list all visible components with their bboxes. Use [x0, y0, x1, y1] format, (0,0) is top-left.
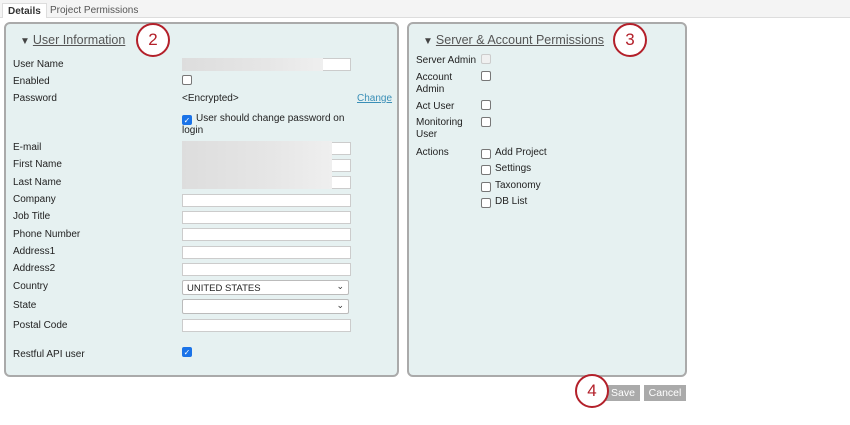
restful-api-label: Restful API user — [13, 349, 85, 360]
monitoring-user-label: Monitoring User — [416, 117, 463, 140]
company-input[interactable] — [182, 194, 351, 207]
change-password-link[interactable]: Change — [357, 93, 393, 104]
collapse-triangle-icon: ▼ — [20, 36, 30, 47]
section-title: Server & Account Permissions — [435, 33, 605, 47]
enabled-checkbox[interactable] — [182, 75, 192, 85]
db-list-checkbox[interactable] — [481, 198, 491, 208]
account-admin-label: Account Admin — [416, 72, 453, 95]
tab-details[interactable]: Details — [2, 3, 47, 18]
address2-label: Address2 — [13, 263, 56, 274]
address1-label: Address1 — [13, 246, 56, 257]
db-list-label: DB List — [495, 196, 528, 207]
monitoring-user-checkbox[interactable] — [481, 117, 491, 127]
settings-label: Settings — [495, 163, 532, 174]
add-project-checkbox[interactable] — [481, 149, 491, 159]
enabled-label: Enabled — [13, 76, 50, 87]
job-title-label: Job Title — [13, 211, 51, 222]
country-label: Country — [13, 281, 49, 292]
settings-checkbox[interactable] — [481, 165, 491, 175]
actions-label: Actions — [416, 147, 449, 158]
callout-badge-2: 2 — [136, 23, 170, 57]
postal-code-label: Postal Code — [13, 320, 68, 331]
chevron-down-icon: ⌄ — [336, 300, 344, 310]
act-user-label: Act User — [416, 101, 455, 112]
server-admin-checkbox[interactable] — [481, 54, 491, 64]
phone-label: Phone Number — [13, 229, 81, 240]
act-user-checkbox[interactable] — [481, 100, 491, 110]
password-value: <Encrypted> — [182, 93, 239, 104]
last-name-label: Last Name — [13, 177, 62, 188]
email-label: E-mail — [13, 142, 42, 153]
company-label: Company — [13, 194, 56, 205]
state-select[interactable]: ⌄ — [182, 299, 349, 314]
address1-input[interactable] — [182, 246, 351, 259]
add-project-label: Add Project — [495, 147, 547, 158]
permissions-toggle[interactable]: ▼ Server & Account Permissions — [423, 33, 604, 47]
tab-bar: Details Project Permissions — [0, 0, 850, 18]
country-value: UNITED STATES — [187, 283, 261, 294]
section-title: User Information — [32, 33, 126, 47]
callout-badge-3: 3 — [613, 23, 647, 57]
collapse-triangle-icon: ▼ — [423, 36, 433, 47]
redacted-personal-info — [182, 141, 332, 189]
taxonomy-checkbox[interactable] — [481, 182, 491, 192]
state-label: State — [13, 300, 37, 311]
callout-badge-4: 4 — [575, 374, 609, 408]
check-icon: ✓ — [183, 116, 191, 125]
save-button[interactable]: Save — [606, 385, 640, 401]
chevron-down-icon: ⌄ — [336, 281, 344, 291]
server-admin-label: Server Admin — [416, 55, 477, 66]
first-name-label: First Name — [13, 159, 62, 170]
phone-input[interactable] — [182, 228, 351, 241]
user-information-toggle[interactable]: ▼ User Information — [20, 33, 125, 47]
taxonomy-label: Taxonomy — [495, 180, 541, 191]
account-admin-checkbox[interactable] — [481, 71, 491, 81]
user-name-label: User Name — [13, 59, 64, 70]
permissions-panel — [407, 22, 687, 377]
cancel-button[interactable]: Cancel — [644, 385, 686, 401]
country-select[interactable]: UNITED STATES ⌄ — [182, 280, 349, 295]
change-password-label: User should change password on login — [182, 113, 345, 136]
postal-code-input[interactable] — [182, 319, 351, 332]
password-label: Password — [13, 93, 57, 104]
tab-project-permissions[interactable]: Project Permissions — [50, 5, 139, 16]
job-title-input[interactable] — [182, 211, 351, 224]
address2-input[interactable] — [182, 263, 351, 276]
redacted-user-name — [182, 58, 323, 71]
change-password-checkbox[interactable]: ✓ — [182, 115, 192, 125]
restful-api-checkbox[interactable]: ✓ — [182, 347, 192, 357]
check-icon: ✓ — [183, 348, 191, 357]
